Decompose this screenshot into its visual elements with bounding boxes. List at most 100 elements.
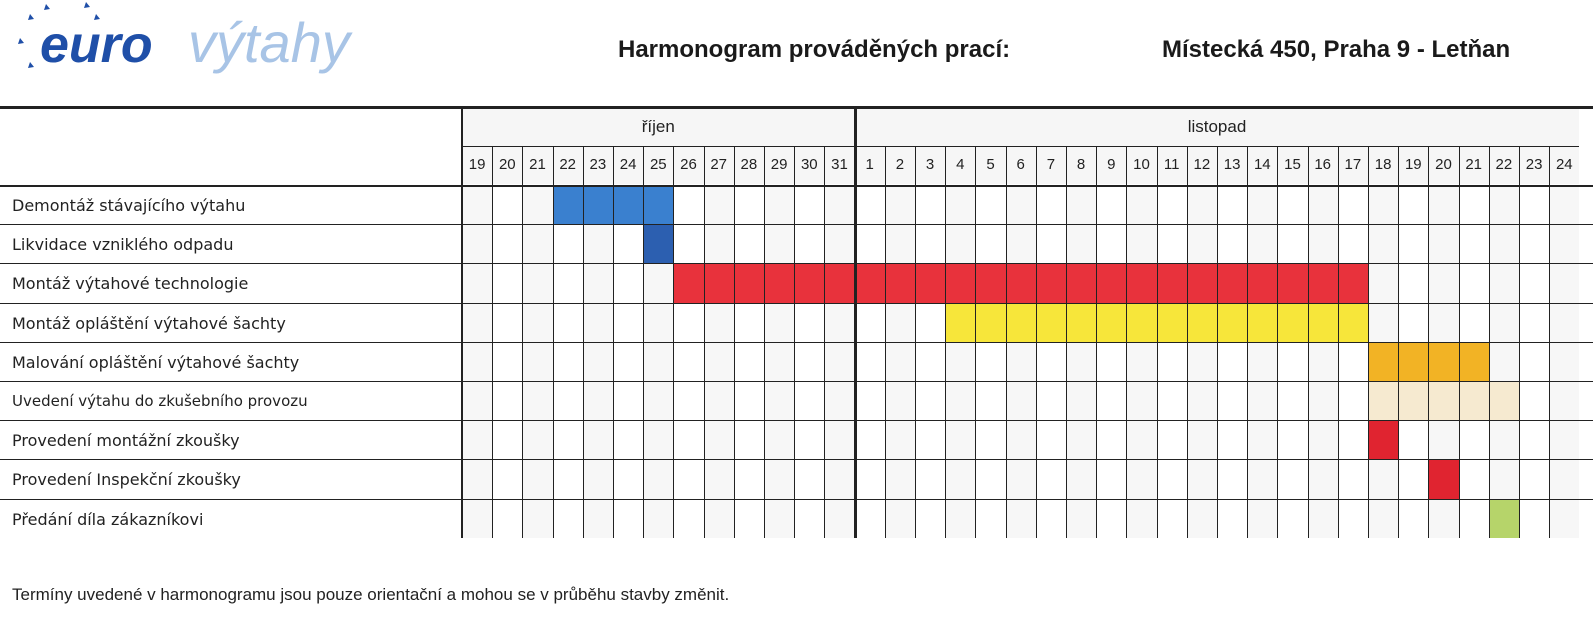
task-bar-cell	[1398, 382, 1429, 422]
empty-cell	[1519, 382, 1550, 422]
empty-cell	[884, 186, 915, 226]
task-bar-cell	[915, 264, 946, 304]
empty-cell	[915, 499, 946, 538]
empty-cell	[794, 342, 825, 382]
empty-cell	[1307, 342, 1338, 382]
row-divider-line	[0, 381, 1593, 382]
empty-cell	[733, 342, 764, 382]
empty-cell	[1519, 225, 1550, 265]
task-bar-cell	[1428, 460, 1459, 500]
task-bar-cell	[582, 186, 613, 226]
empty-cell	[1337, 460, 1368, 500]
empty-cell	[1005, 225, 1036, 265]
empty-cell	[582, 264, 613, 304]
empty-cell	[1005, 460, 1036, 500]
empty-cell	[915, 186, 946, 226]
row-divider-line	[0, 185, 1593, 187]
empty-cell	[764, 186, 795, 226]
empty-cell	[824, 303, 855, 343]
day-column-line	[703, 146, 705, 538]
task-label: Likvidace vzniklého odpadu	[12, 235, 234, 255]
empty-cell	[854, 186, 885, 226]
task-bar-cell	[1156, 264, 1187, 304]
empty-cell	[733, 186, 764, 226]
empty-cell	[794, 186, 825, 226]
gantt-chart: říjen listopad 19 20 21 22 23 24 25 26 27 28 29 30 31 1…	[0, 106, 1593, 538]
empty-cell	[794, 421, 825, 461]
day-header: 17	[1344, 156, 1362, 173]
day-header: 21	[1465, 156, 1483, 173]
empty-cell	[582, 303, 613, 343]
empty-cell	[794, 382, 825, 422]
task-label: Provedení Inspekční zkoušky	[12, 470, 241, 490]
task-bar-cell	[1488, 382, 1519, 422]
empty-cell	[673, 382, 704, 422]
empty-cell	[1368, 303, 1399, 343]
empty-cell	[1337, 225, 1368, 265]
empty-cell	[1217, 460, 1248, 500]
task-bar-cell	[945, 264, 976, 304]
row-divider-line	[0, 302, 1593, 304]
row-divider-line	[0, 420, 1593, 422]
day-column-line	[1488, 146, 1490, 538]
day-header: 25	[649, 156, 667, 173]
empty-cell	[1458, 303, 1489, 343]
empty-cell	[794, 225, 825, 265]
empty-cell	[1247, 225, 1278, 265]
empty-cell	[643, 499, 674, 538]
task-bar-cell	[643, 225, 674, 265]
row-divider-line	[0, 224, 1593, 226]
task-bar-cell	[1368, 382, 1399, 422]
empty-cell	[1519, 186, 1550, 226]
empty-cell	[1428, 421, 1459, 461]
day-column-line	[552, 146, 554, 538]
empty-cell	[1277, 460, 1308, 500]
day-header: 10	[1133, 156, 1150, 173]
empty-cell	[884, 225, 915, 265]
task-bar-cell	[1337, 303, 1368, 343]
empty-cell	[582, 225, 613, 265]
empty-cell	[1247, 382, 1278, 422]
task-label: Předání díla zákazníkovi	[12, 509, 204, 529]
empty-cell	[1096, 421, 1127, 461]
empty-cell	[1156, 225, 1187, 265]
empty-cell	[1156, 342, 1187, 382]
empty-cell	[522, 186, 553, 226]
day-header: 24	[1555, 156, 1573, 173]
empty-cell	[552, 225, 583, 265]
empty-cell	[1186, 342, 1217, 382]
empty-cell	[1096, 342, 1127, 382]
empty-cell	[1035, 499, 1066, 538]
empty-cell	[1549, 303, 1580, 343]
empty-cell	[673, 342, 704, 382]
day-column-line	[522, 146, 524, 538]
empty-cell	[1337, 342, 1368, 382]
row-divider-line	[0, 341, 1593, 343]
empty-cell	[1368, 264, 1399, 304]
empty-cell	[824, 342, 855, 382]
empty-cell	[462, 342, 493, 382]
empty-cell	[582, 421, 613, 461]
empty-cell	[522, 264, 553, 304]
empty-cell	[854, 421, 885, 461]
empty-cell	[1428, 225, 1459, 265]
empty-cell	[673, 303, 704, 343]
empty-cell	[1247, 342, 1278, 382]
empty-cell	[1458, 421, 1489, 461]
empty-cell	[975, 499, 1006, 538]
empty-cell	[492, 342, 523, 382]
empty-cell	[643, 421, 674, 461]
empty-cell	[1126, 382, 1157, 422]
empty-cell	[1277, 421, 1308, 461]
empty-cell	[613, 382, 644, 422]
row-divider-line	[0, 498, 1593, 500]
empty-cell	[1398, 460, 1429, 500]
empty-cell	[854, 499, 885, 538]
empty-cell	[1368, 225, 1399, 265]
empty-cell	[1307, 421, 1338, 461]
empty-cell	[522, 225, 553, 265]
empty-cell	[1005, 186, 1036, 226]
empty-cell	[1307, 382, 1338, 422]
empty-cell	[1277, 499, 1308, 538]
empty-cell	[1368, 460, 1399, 500]
